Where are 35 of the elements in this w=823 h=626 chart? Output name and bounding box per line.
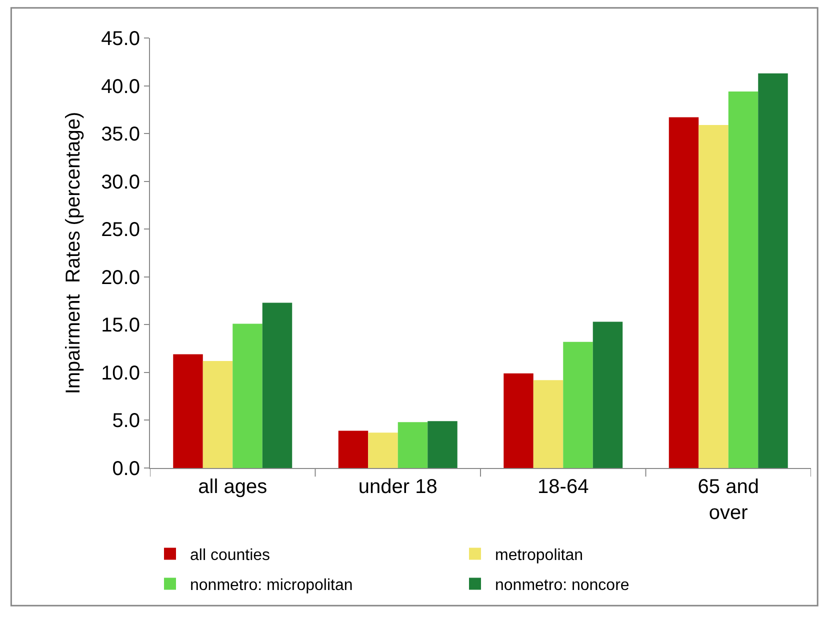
- y-tick-label: 30.0: [101, 171, 140, 194]
- y-tick-label: 25.0: [101, 219, 140, 242]
- bar: [262, 302, 292, 468]
- x-tick-label: 18-64: [538, 476, 589, 498]
- bar: [202, 360, 233, 468]
- legend-label: nonmetro: micropolitan: [190, 577, 353, 594]
- y-tick-label: 35.0: [101, 124, 140, 146]
- bar: [338, 430, 368, 468]
- bar: [592, 322, 623, 468]
- bar: [728, 92, 758, 468]
- legend-label: nonmetro: noncore: [495, 577, 630, 594]
- legend-label: metropolitan: [495, 546, 584, 564]
- y-tick-label: 0.0: [112, 458, 140, 480]
- bar: [698, 124, 728, 468]
- y-axis-title: Impairment Rates (percentage): [62, 112, 85, 394]
- bar: [563, 342, 593, 468]
- bar: [504, 373, 534, 468]
- bar: [533, 380, 564, 468]
- y-tick-label: 45.0: [101, 28, 140, 50]
- y-tick-label: 40.0: [101, 76, 140, 98]
- x-tick-label: all ages: [198, 476, 268, 498]
- y-tick-label: 15.0: [101, 314, 140, 337]
- y-tick-label: 20.0: [101, 266, 140, 289]
- bar: [398, 422, 428, 468]
- y-tick-label: 10.0: [101, 362, 140, 384]
- y-tick-label: 5.0: [112, 410, 140, 432]
- bar: [232, 324, 262, 468]
- x-tick-label: under 18: [358, 476, 438, 498]
- bar: [758, 73, 788, 468]
- bar: [668, 117, 699, 468]
- bar: [428, 421, 458, 468]
- legend-label: all counties: [190, 546, 270, 564]
- bar: [368, 432, 398, 468]
- x-tick-label: 65 and over: [698, 476, 759, 524]
- bar: [173, 354, 203, 468]
